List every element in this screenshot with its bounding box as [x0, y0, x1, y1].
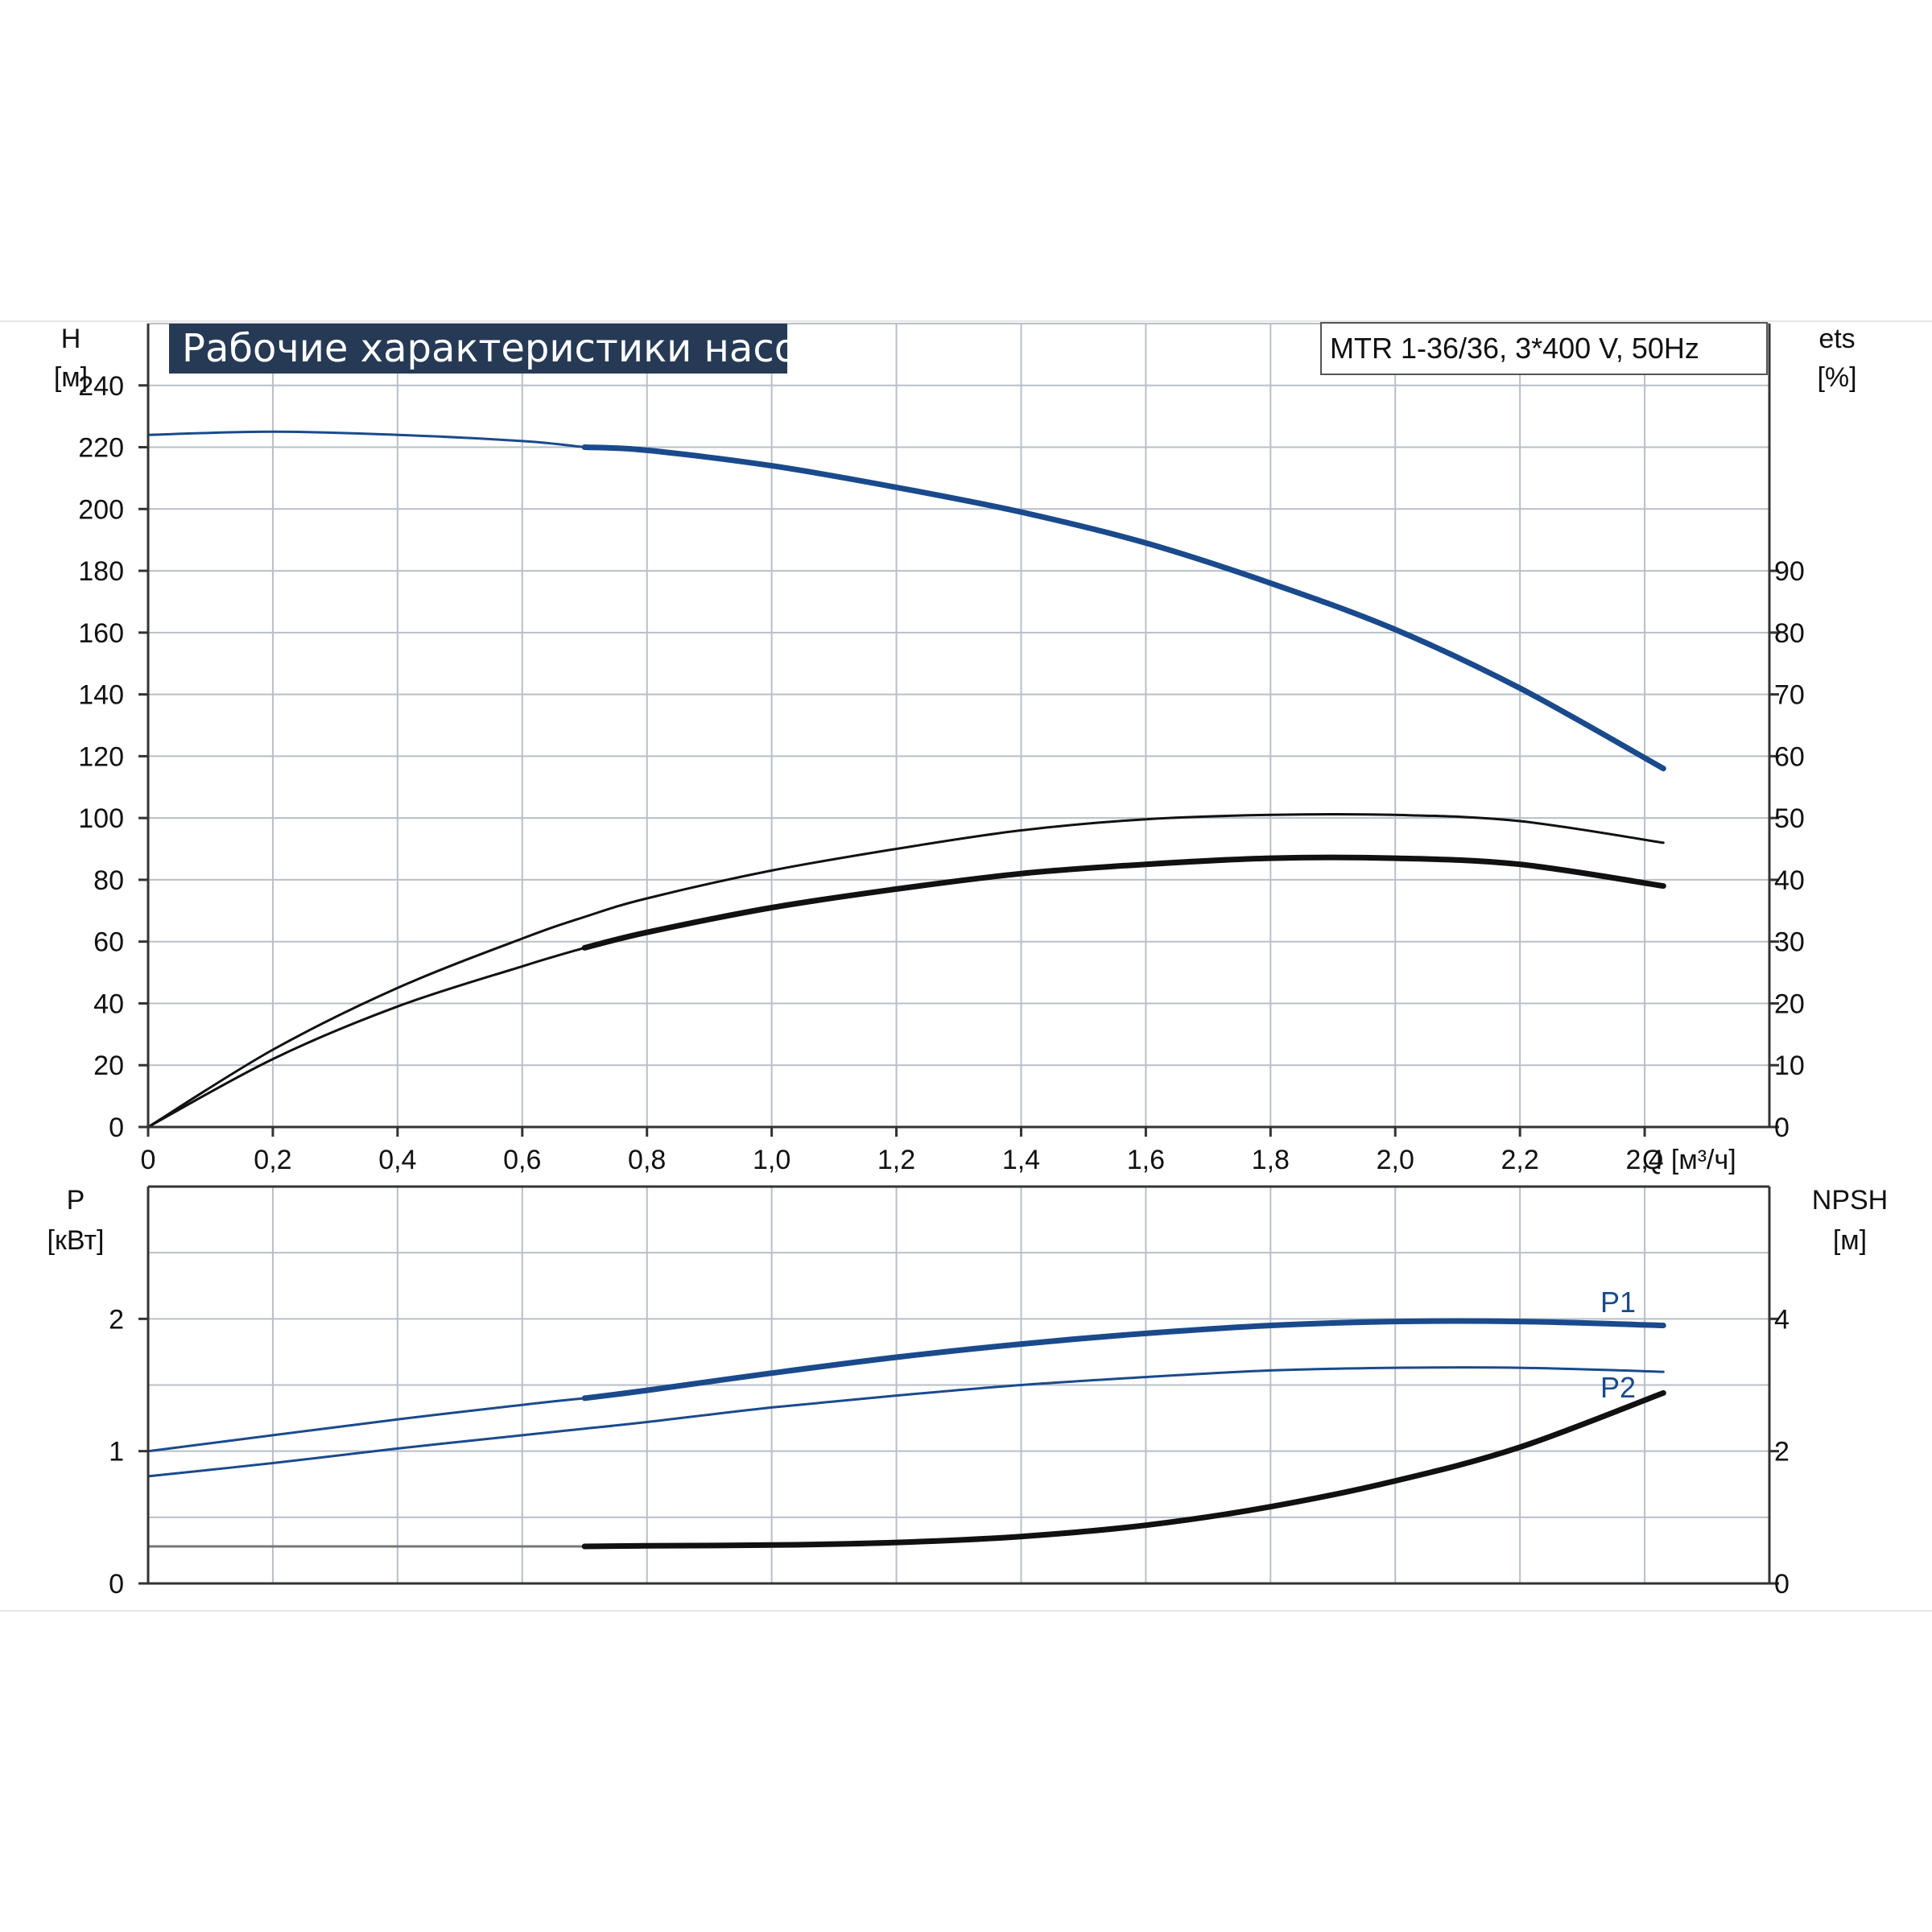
chart-title: Рабочие характеристики насоса [182, 326, 843, 371]
upper-y2-tick-label: 40 [1774, 865, 1805, 896]
upper-y-tick-label: 20 [93, 1051, 124, 1081]
upper-y-tick-label: 220 [78, 433, 124, 464]
x-tick-label: 0 [141, 1145, 156, 1175]
lower-y-tick-label: 2 [109, 1304, 124, 1335]
x-tick-label: 2,4 [1625, 1145, 1663, 1175]
lower-series-group [147, 1318, 1666, 1550]
lower-y2label-line2: [м] [1833, 1225, 1867, 1256]
chart-title-box [169, 324, 787, 374]
upper-y-tick-label: 200 [78, 494, 124, 525]
upper-ylabel-line2: [м] [54, 362, 88, 393]
x-tick-label: 2,0 [1377, 1145, 1414, 1175]
lower-ylabel-line2: [кВт] [47, 1225, 105, 1256]
upper-y2-tick-label: 80 [1774, 618, 1805, 649]
upper-y2-tick-label: 90 [1774, 556, 1805, 587]
lower-series-0-thick-segment [581, 1318, 1666, 1402]
upper-y2-tick-label: 30 [1774, 927, 1805, 958]
upper-y2-tick-label: 50 [1774, 803, 1805, 834]
upper-y-tick-label: 140 [78, 680, 124, 711]
lower-y2-tick-label: 2 [1774, 1437, 1790, 1468]
lower-grid [148, 1186, 1770, 1583]
x-tick-label: 1,6 [1127, 1145, 1165, 1175]
lower-y2label-line1: NPSH [1812, 1185, 1888, 1216]
x-tick-label: 0,2 [254, 1145, 291, 1175]
upper-series-1-line [147, 812, 1665, 1129]
upper-y2-tick-label: 70 [1774, 680, 1805, 711]
upper-y2-tick-label: 10 [1774, 1051, 1805, 1081]
upper-y2-tick-label: 20 [1774, 989, 1805, 1019]
x-tick-label: 1,4 [1002, 1145, 1040, 1175]
upper-y2label-line1: ets [1818, 324, 1855, 354]
series-label-p1: P1 [1600, 1286, 1636, 1319]
upper-y-tick-label: 80 [93, 865, 124, 896]
x-tick-label: 0,4 [378, 1145, 416, 1175]
upper-y-tick-label: 240 [78, 371, 124, 402]
lower-y2-tick-label: 0 [1774, 1569, 1790, 1600]
axes-group [138, 324, 1779, 1585]
upper-series-2-thin-segment [147, 946, 586, 1129]
upper-y-tick-label: 40 [93, 989, 124, 1019]
lower-y-tick-label: 1 [109, 1437, 124, 1468]
x-tick-label: 2,2 [1501, 1145, 1539, 1175]
upper-y-tick-label: 120 [78, 741, 124, 772]
upper-y-tick-label: 160 [78, 618, 124, 649]
upper-series-0-thin-segment [147, 430, 586, 448]
upper-ylabel-line1: H [61, 324, 81, 354]
upper-y-tick-label: 100 [78, 803, 124, 834]
lower-series-0-thin-segment [147, 1397, 586, 1453]
model-info: MTR 1-36/36, 3*400 V, 50Hz [1330, 332, 1699, 365]
upper-y-tick-label: 0 [109, 1113, 124, 1143]
upper-y-tick-label: 60 [93, 927, 124, 958]
upper-y2label-line2: [%] [1817, 362, 1856, 393]
upper-grid [148, 323, 1770, 1127]
model-info-box [1320, 322, 1768, 375]
x-tick-label: 1,0 [753, 1145, 791, 1175]
x-tick-label: 1,2 [877, 1145, 915, 1175]
upper-y2-tick-label: 60 [1774, 741, 1805, 772]
lower-series-1-line [147, 1366, 1665, 1478]
lower-y2-tick-label: 4 [1774, 1304, 1790, 1335]
upper-series-group [147, 430, 1666, 1129]
upper-series-2-thick-segment [581, 854, 1666, 951]
lower-series-2-thick-segment [581, 1389, 1666, 1550]
series-label-p2: P2 [1600, 1371, 1636, 1404]
upper-series-0-thick-segment [581, 444, 1666, 772]
x-tick-label: 0,8 [628, 1145, 666, 1175]
x-tick-label: 1,8 [1252, 1145, 1290, 1175]
lower-ylabel-line1: P [67, 1185, 85, 1216]
x-axis-label: Q [м³/ч] [1642, 1145, 1736, 1175]
tick-labels-group: 0 0,2 0,4 0,6 0,8 1,0 1,2 1,4 1,6 1,8 2,0 2,2 2,4020… [78, 371, 1805, 1600]
upper-y-tick-label: 180 [78, 556, 124, 587]
x-tick-label: 0,6 [503, 1145, 541, 1175]
upper-y2-tick-label: 0 [1774, 1113, 1790, 1143]
lower-y-tick-label: 0 [109, 1569, 124, 1600]
